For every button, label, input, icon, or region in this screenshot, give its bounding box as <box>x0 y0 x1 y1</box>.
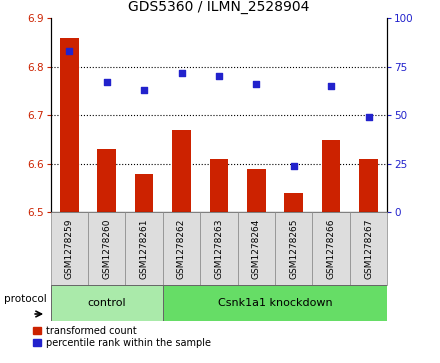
Point <box>103 79 110 85</box>
Bar <box>350 212 387 285</box>
Bar <box>322 139 341 212</box>
Bar <box>51 285 163 321</box>
Text: GSM1278259: GSM1278259 <box>65 219 74 279</box>
Bar <box>284 193 303 212</box>
Bar <box>97 149 116 212</box>
Text: GSM1278263: GSM1278263 <box>214 219 224 279</box>
Point <box>290 163 297 169</box>
Bar <box>163 212 200 285</box>
Bar <box>275 212 312 285</box>
Text: GSM1278265: GSM1278265 <box>289 219 298 279</box>
Bar <box>51 212 88 285</box>
Bar <box>172 130 191 212</box>
Bar <box>238 212 275 285</box>
Text: control: control <box>88 298 126 308</box>
Legend: transformed count, percentile rank within the sample: transformed count, percentile rank withi… <box>33 326 211 348</box>
Text: GSM1278266: GSM1278266 <box>326 219 336 279</box>
Point <box>66 48 73 54</box>
Bar <box>88 212 125 285</box>
Point <box>178 70 185 76</box>
Bar <box>312 212 350 285</box>
Text: GSM1278261: GSM1278261 <box>139 219 149 279</box>
Text: GSM1278260: GSM1278260 <box>102 219 111 279</box>
Text: Csnk1a1 knockdown: Csnk1a1 knockdown <box>218 298 332 308</box>
Bar <box>359 159 378 212</box>
Text: protocol: protocol <box>4 294 47 305</box>
Point <box>141 87 148 93</box>
Bar <box>60 38 79 212</box>
Text: GSM1278262: GSM1278262 <box>177 219 186 279</box>
Bar <box>247 169 266 212</box>
Bar <box>135 174 154 212</box>
Bar <box>200 212 238 285</box>
Bar <box>163 285 387 321</box>
Point <box>327 83 335 89</box>
Bar <box>209 159 228 212</box>
Bar <box>125 212 163 285</box>
Title: GDS5360 / ILMN_2528904: GDS5360 / ILMN_2528904 <box>128 0 310 15</box>
Text: GSM1278267: GSM1278267 <box>364 219 373 279</box>
Point <box>216 74 223 79</box>
Point <box>365 114 372 120</box>
Point <box>253 81 260 87</box>
Text: GSM1278264: GSM1278264 <box>252 219 261 279</box>
